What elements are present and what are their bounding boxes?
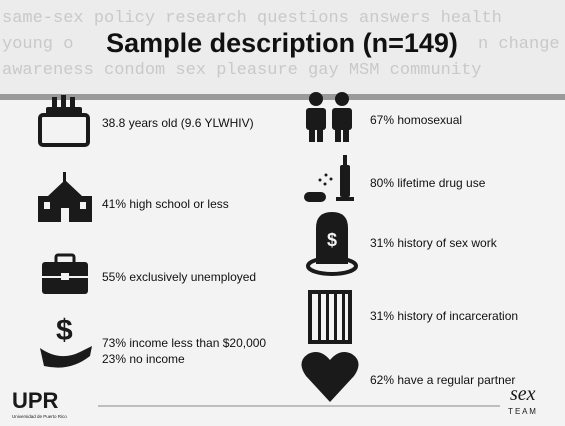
heart-icon — [301, 352, 359, 402]
couple-icon — [306, 92, 352, 142]
footer-brand-team: T E A M — [508, 407, 536, 416]
item-text: 67% homosexual — [370, 113, 462, 127]
footer-brand: sex — [510, 383, 536, 405]
svg-text:$: $ — [327, 230, 337, 250]
condom-icon: $ — [306, 212, 358, 276]
drugs-icon — [304, 155, 354, 202]
header-rule — [0, 94, 565, 100]
svg-text:$: $ — [56, 314, 73, 347]
item-text: 55% exclusively unemployed — [102, 270, 256, 284]
watermark-line: same-sex policy research questions answe… — [2, 9, 502, 28]
footer-logo-subtitle: Universidad de Puerto Rico — [12, 414, 67, 419]
jail-icon — [308, 290, 352, 344]
item-text: 38.8 years old (9.6 YLWHIV) — [102, 116, 254, 130]
item-text: 80% lifetime drug use — [370, 176, 486, 190]
item-text: 23% no income — [102, 352, 185, 366]
cake-icon — [38, 95, 90, 147]
item-text: 73% income less than $20,000 — [102, 336, 266, 350]
briefcase-icon — [42, 253, 88, 294]
header-band — [0, 0, 565, 94]
money-hand-icon: $ — [40, 314, 92, 368]
item-text: 62% have a regular partner — [370, 373, 515, 387]
footer-logo: UPR — [12, 388, 59, 413]
item-text: 31% history of sex work — [370, 236, 498, 250]
item-text: 41% high school or less — [102, 197, 229, 211]
watermark-line: awareness condom sex pleasure gay MSM co… — [2, 61, 481, 80]
watermark-line: n change — [478, 35, 560, 54]
watermark-line: young o — [2, 35, 73, 54]
item-text: 31% history of incarceration — [370, 309, 518, 323]
school-icon — [38, 172, 92, 222]
slide-title: Sample description (n=149) — [106, 28, 458, 58]
